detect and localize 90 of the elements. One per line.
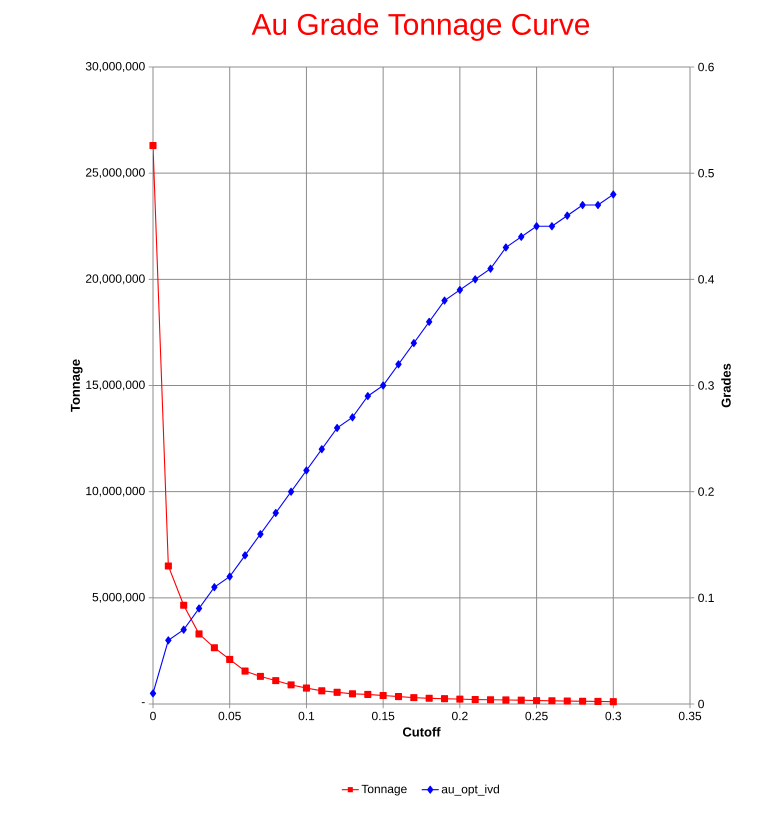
y2-tick-label: 0.2	[698, 487, 714, 496]
point	[548, 222, 556, 230]
x-tick-label: 0.05	[218, 712, 241, 720]
point	[348, 690, 356, 698]
point	[395, 360, 402, 368]
point	[518, 696, 525, 704]
point	[272, 508, 279, 517]
chart-title: Au Grade Tonnage Curve	[252, 13, 590, 41]
point	[579, 698, 586, 705]
point	[226, 656, 234, 663]
point	[150, 689, 156, 698]
y-tick-label: 30,000,000	[86, 62, 145, 72]
point	[242, 551, 248, 560]
legend-label: au_opt_ivd	[442, 784, 499, 796]
y2-tick-label: 0.1	[698, 594, 714, 602]
point	[410, 338, 417, 348]
point	[456, 286, 464, 294]
point	[610, 698, 617, 706]
point	[533, 222, 540, 230]
y2-tick-label: 0.6	[698, 62, 714, 72]
point	[257, 530, 264, 538]
y-axis-title: Tonnage	[70, 359, 83, 412]
point	[211, 583, 218, 592]
x-tick-label: 0.15	[372, 712, 394, 720]
point	[564, 212, 570, 220]
point	[394, 693, 402, 700]
point	[472, 696, 479, 704]
point	[518, 232, 524, 241]
point	[487, 264, 494, 273]
point	[334, 688, 341, 696]
point	[502, 696, 510, 704]
point	[364, 690, 372, 698]
y-tick-label: -	[142, 702, 145, 704]
point	[564, 697, 571, 705]
point	[196, 604, 202, 612]
point	[210, 644, 218, 652]
point	[180, 626, 187, 634]
point	[303, 466, 310, 474]
y-tick-label: 5,000,000	[92, 592, 145, 603]
point	[288, 681, 295, 688]
point	[318, 445, 325, 454]
point	[426, 318, 432, 326]
x-tick-label: 0.25	[525, 712, 548, 720]
y-tick-label: 15,000,000	[86, 380, 145, 390]
y2-tick-label: 0.5	[698, 168, 714, 178]
point	[380, 692, 387, 700]
y-tick-label: 10,000,000	[86, 486, 145, 497]
point	[272, 677, 280, 684]
point	[472, 275, 478, 284]
point	[288, 488, 294, 496]
x-axis-title: Cutoff	[402, 727, 441, 737]
point	[195, 630, 203, 638]
point	[426, 694, 433, 702]
point	[533, 697, 540, 704]
y2-tick-label: 0	[698, 700, 704, 708]
point	[487, 696, 494, 704]
point	[334, 424, 340, 432]
y2-tick-label: 0.3	[698, 381, 714, 390]
point	[594, 698, 602, 705]
point	[364, 392, 371, 400]
point	[502, 243, 510, 252]
x-tick-label: 0.3	[605, 712, 622, 720]
x-tick-label: 0.1	[298, 712, 314, 720]
point	[164, 562, 172, 570]
point	[548, 697, 556, 704]
y-tick-label: 20,000,000	[86, 274, 145, 284]
point	[410, 694, 418, 702]
point	[149, 142, 157, 150]
point	[165, 636, 172, 644]
point	[302, 684, 310, 692]
y2-tick-label: 0.4	[698, 275, 714, 284]
x-tick-label: 0	[150, 712, 156, 720]
point	[441, 296, 448, 305]
point	[349, 413, 356, 422]
point	[579, 200, 586, 210]
y2-axis-title: Grades	[721, 364, 731, 408]
point	[594, 200, 602, 210]
legend-label: Tonnage	[362, 784, 407, 796]
point	[180, 602, 188, 609]
point	[256, 672, 264, 680]
point	[456, 696, 464, 703]
point	[610, 190, 616, 198]
point	[380, 381, 386, 390]
x-tick-label: 0.2	[452, 712, 468, 720]
y-tick-label: 25,000,000	[86, 168, 145, 178]
point	[440, 695, 448, 702]
point	[226, 572, 233, 581]
point	[242, 668, 249, 675]
x-tick-label: 0.35	[678, 712, 702, 720]
point	[318, 687, 326, 694]
